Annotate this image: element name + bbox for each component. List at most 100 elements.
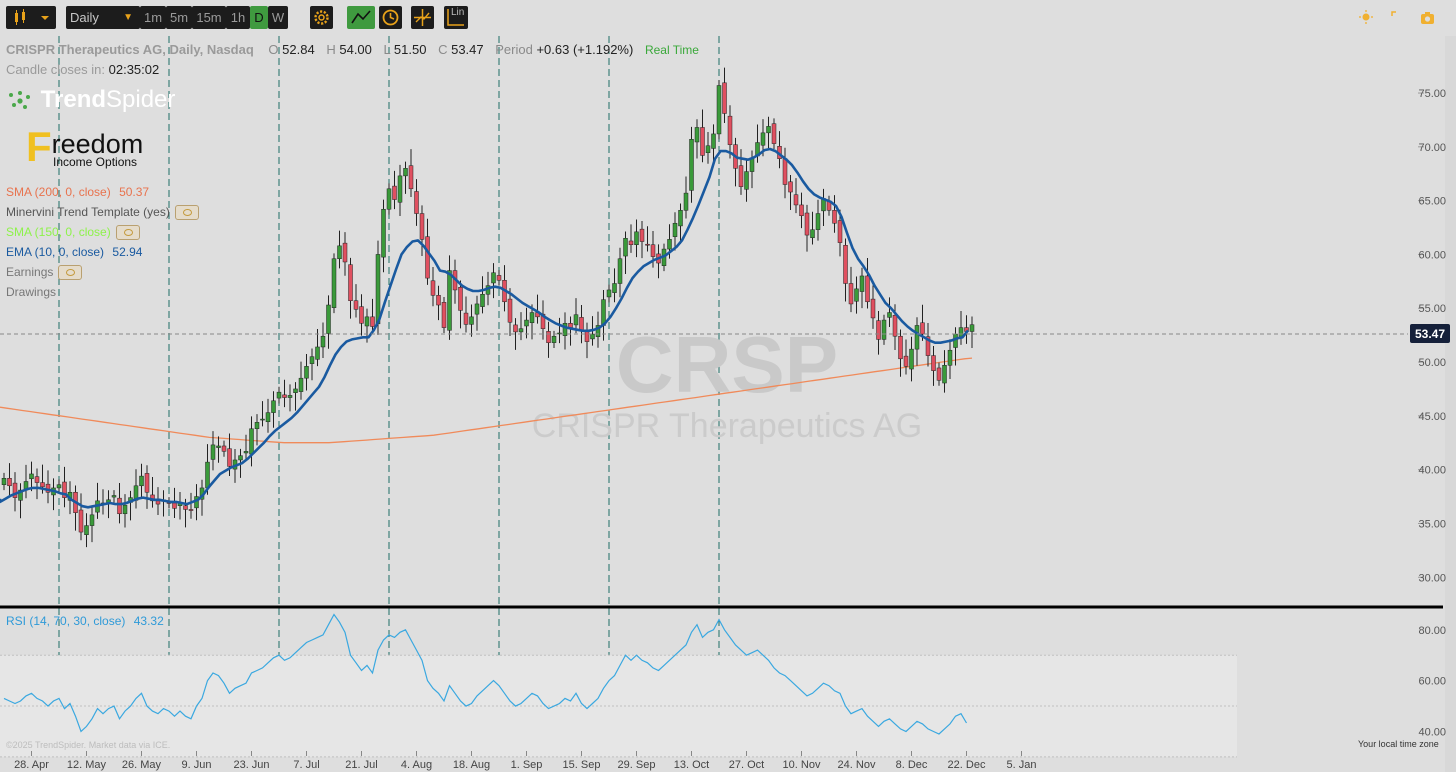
trend-tool-button[interactable] — [347, 6, 375, 29]
time-tick-label: 27. Oct — [729, 759, 764, 771]
open-value: 52.84 — [282, 42, 315, 57]
candle-up — [375, 254, 381, 325]
candle-up — [309, 356, 315, 364]
study-sma150[interactable]: SMA (150, 0, close) — [6, 225, 140, 241]
candle-down — [370, 316, 375, 327]
candle-down — [650, 244, 656, 257]
candle-up — [298, 377, 304, 392]
sma200-path — [0, 357, 973, 444]
eye-icon[interactable] — [115, 225, 140, 241]
candle-down — [40, 482, 45, 488]
candle-up — [760, 132, 766, 146]
candle-down — [876, 320, 881, 340]
price-tick-label: 50.00 — [1418, 357, 1446, 369]
candle-up — [744, 171, 749, 190]
low-label: L — [383, 42, 391, 57]
fullscreen-icon[interactable] — [1391, 11, 1405, 25]
candle-up — [942, 365, 947, 384]
time-tick-label: 26. May — [122, 759, 162, 771]
candle-up — [320, 335, 326, 348]
study-earnings-label: Earnings — [6, 265, 54, 279]
rsi-tick-label: 40.00 — [1418, 726, 1446, 738]
candle-down — [78, 509, 84, 533]
study-ema10[interactable]: EMA (10, 0, close) 52.94 — [6, 245, 142, 259]
candle-up — [293, 388, 298, 393]
candle-down — [282, 394, 287, 398]
freedom-logo: Freedom Income Options — [26, 126, 143, 170]
camera-icon[interactable] — [1420, 11, 1435, 25]
tf-15m-button[interactable]: 15m — [192, 6, 226, 29]
scale-button[interactable]: Lin — [444, 6, 468, 29]
sun-icon[interactable] — [1359, 10, 1373, 24]
candle-up — [518, 328, 524, 333]
candle-up — [1, 478, 7, 485]
time-axis[interactable]: 28. Apr 12. May 26. May 9. Jun 23. Jun 7. Jul… — [14, 751, 1036, 771]
rsi-tick-label: 80.00 — [1418, 625, 1446, 637]
replay-button[interactable] — [379, 6, 402, 29]
candle-down — [458, 287, 463, 311]
candle-down — [579, 317, 584, 332]
candle-down — [799, 204, 804, 216]
candle-down — [430, 280, 436, 296]
candle-up — [557, 332, 562, 335]
study-sma200[interactable]: SMA (200, 0, close) 50.37 — [6, 185, 149, 199]
candle-up — [243, 451, 249, 454]
legend-header: CRISPR Therapeutics AG, Daily, Nasdaq O … — [6, 42, 699, 57]
eye-icon[interactable] — [58, 265, 83, 281]
gear-icon — [314, 10, 329, 25]
candle-up — [683, 192, 689, 211]
study-ema10-value: 52.94 — [112, 245, 143, 259]
candle-down — [903, 355, 909, 367]
chart-type-button[interactable] — [6, 6, 56, 29]
candle-up — [276, 391, 282, 399]
price-axis[interactable]: 30.00 35.00 40.00 45.00 50.00 55.00 60.00 65.00… — [1418, 36, 1456, 772]
time-tick-label: 4. Aug — [401, 759, 432, 771]
interval-select[interactable]: Daily ▼ — [66, 6, 140, 29]
eye-icon[interactable] — [174, 205, 199, 221]
candle-up — [122, 504, 128, 515]
candle-down — [546, 331, 551, 343]
candles — [1, 67, 975, 548]
tf-1m-button[interactable]: 1m — [140, 6, 166, 29]
rsi-legend[interactable]: RSI (14, 70, 30, close) 43.32 — [6, 614, 164, 628]
time-tick-label: 24. Nov — [838, 759, 876, 771]
study-minervini-label: Minervini Trend Template (yes) — [6, 205, 170, 219]
study-minervini[interactable]: Minervini Trend Template (yes) — [6, 205, 199, 221]
candle-down — [183, 505, 188, 510]
settings-button[interactable] — [310, 6, 333, 29]
candle-up — [216, 445, 221, 448]
interval-select-label: Daily — [70, 10, 99, 25]
last-price-text: 53.47 — [1415, 327, 1445, 341]
candle-up — [89, 514, 95, 526]
tf-daily-button[interactable]: D — [250, 6, 268, 29]
price-tick-label: 75.00 — [1418, 88, 1446, 100]
candle-up — [859, 275, 865, 292]
candle-up — [617, 258, 623, 284]
candle-up — [672, 222, 678, 237]
study-drawings[interactable]: Drawings — [6, 285, 56, 299]
candle-up — [210, 444, 216, 460]
study-earnings[interactable]: Earnings — [6, 265, 83, 281]
study-drawings-label: Drawings — [6, 285, 57, 299]
candle-down — [793, 194, 799, 206]
candle-down — [584, 330, 590, 342]
candle-up — [562, 323, 568, 336]
candle-up — [205, 461, 210, 489]
candle-close-value: 02:35:02 — [108, 62, 160, 77]
clock-icon — [382, 9, 399, 26]
study-sma150-label: SMA (150, 0, close) — [6, 225, 111, 239]
study-sma200-value: 50.37 — [119, 185, 150, 199]
open-label: O — [268, 42, 279, 57]
candle-up — [909, 348, 914, 370]
candle-up — [271, 400, 276, 413]
last-price-badge — [1410, 324, 1450, 343]
candle-down — [172, 502, 177, 509]
candle-down — [936, 367, 942, 381]
tf-5m-button[interactable]: 5m — [166, 6, 192, 29]
tf-1h-button[interactable]: 1h — [226, 6, 250, 29]
axis-scale-icon — [447, 9, 464, 26]
tf-weekly-button[interactable]: W — [268, 6, 288, 29]
candle-up — [634, 231, 639, 246]
crosshair-button[interactable] — [411, 6, 434, 29]
